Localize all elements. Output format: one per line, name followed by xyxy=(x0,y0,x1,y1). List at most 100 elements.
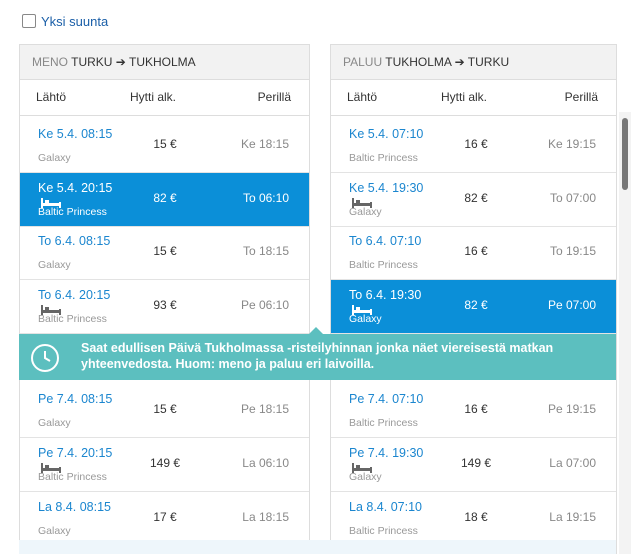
arrival-time: Pe 07:00 xyxy=(547,297,596,312)
cabin-price: 17 € xyxy=(153,510,177,524)
ship-name: Galaxy xyxy=(38,417,71,429)
departure-time: Pe 7.4. 19:30 xyxy=(349,446,424,460)
cabin-price: 93 € xyxy=(153,297,177,312)
cabin-icon xyxy=(351,462,373,477)
scroll-thumb[interactable] xyxy=(622,118,628,190)
ship-name: Galaxy xyxy=(349,312,382,325)
departure-row[interactable]: La 8.4. 08:15 Galaxy 17 € La 18:15 xyxy=(20,492,309,546)
departure-time: Pe 7.4. 20:15 xyxy=(38,446,113,460)
cabin-price: 82 € xyxy=(464,297,488,312)
cabin-price: 149 € xyxy=(460,456,492,470)
column-headers: Lähtö Hytti alk. Perillä xyxy=(331,80,616,116)
departure-time: La 8.4. 08:15 xyxy=(38,500,111,514)
ship-name: Galaxy xyxy=(349,471,382,483)
column-header: Lähtö xyxy=(36,90,67,104)
footer-strip xyxy=(19,540,616,554)
departure-time: To 6.4. 07:10 xyxy=(349,234,422,248)
arrival-time: To 18:15 xyxy=(242,244,289,258)
direction: PALUU xyxy=(343,55,383,69)
column-header: Lähtö xyxy=(347,90,378,104)
cabin-icon xyxy=(351,304,373,319)
departure-row[interactable]: Pe 7.4. 07:10 Baltic Princess 16 € Pe 19:15 xyxy=(331,384,616,438)
ship-name: Galaxy xyxy=(38,152,71,164)
arrival-time: La 07:00 xyxy=(549,456,596,470)
cabin-price: 82 € xyxy=(153,190,177,205)
departure-time: Pe 7.4. 08:15 xyxy=(38,392,113,406)
departure-row[interactable]: Pe 7.4. 20:15 Baltic Princess 149 € La 06:1… xyxy=(20,438,309,492)
column-header: Hytti alk. xyxy=(441,90,488,104)
departure-time: To 6.4. 19:30 xyxy=(349,287,422,302)
arrival-time: To 19:15 xyxy=(549,244,596,258)
departure-row[interactable]: Ke 5.4. 07:10 Baltic Princess 16 € Ke 19:15 xyxy=(331,119,616,173)
departure-time: To 6.4. 20:15 xyxy=(38,287,111,302)
cabin-price: 149 € xyxy=(149,456,181,470)
arrival-time: Pe 18:15 xyxy=(240,402,289,416)
origin: TUKHOLMA xyxy=(385,55,452,69)
cabin-icon xyxy=(40,462,62,477)
departure-row[interactable]: Ke 5.4. 19:30 Galaxy 82 € To 07:00 xyxy=(331,173,616,227)
trip-panel: MENO TURKU ➔ TUKHOLMA Lähtö Hytti alk. Peri… xyxy=(19,44,310,554)
ship-name: Galaxy xyxy=(38,259,71,271)
arrival-time: Pe 06:10 xyxy=(240,297,289,312)
ship-name: Baltic Princess xyxy=(349,525,418,537)
departure-row[interactable]: Ke 5.4. 20:15 Baltic Princess 82 € To 06:10 xyxy=(20,172,309,227)
departure-row[interactable]: To 6.4. 08:15 Galaxy 15 € To 18:15 xyxy=(20,226,309,280)
destination: TURKU xyxy=(467,55,510,69)
arrival-time: To 07:00 xyxy=(549,190,596,205)
arrival-time: To 06:10 xyxy=(242,190,289,205)
cabin-price: 82 € xyxy=(464,190,488,205)
departure-row[interactable]: To 6.4. 19:30 Galaxy 82 € Pe 07:00 xyxy=(331,279,616,334)
cabin-icon xyxy=(40,197,62,212)
departure-time: To 6.4. 08:15 xyxy=(38,234,111,248)
ship-name: Baltic Princess xyxy=(349,259,418,271)
arrival-time: Pe 19:15 xyxy=(547,402,596,416)
checkbox[interactable] xyxy=(22,14,36,28)
cabin-price: 16 € xyxy=(464,244,488,258)
departure-row[interactable]: To 6.4. 20:15 Baltic Princess 93 € Pe 06:10 xyxy=(20,280,309,334)
departure-row[interactable]: To 6.4. 07:10 Baltic Princess 16 € To 19:15 xyxy=(331,226,616,280)
clock-icon xyxy=(31,344,59,372)
departure-row[interactable]: La 8.4. 07:10 Baltic Princess 18 € La 19:15 xyxy=(331,492,616,546)
column-header: Perillä xyxy=(257,90,291,104)
arrival-time: La 19:15 xyxy=(549,510,596,524)
origin: TURKU xyxy=(71,55,113,69)
panel-header: MENO TURKU ➔ TUKHOLMA xyxy=(20,45,309,80)
ship-name: Galaxy xyxy=(349,205,382,218)
column-headers: Lähtö Hytti alk. Perillä xyxy=(20,80,309,116)
cabin-price: 16 € xyxy=(464,137,488,151)
cabin-price: 15 € xyxy=(153,402,177,416)
notice-text: Saat edullisen Päivä Tukholmassa -ristei… xyxy=(81,341,554,371)
trip-panel: PALUU TUKHOLMA ➔ TURKU Lähtö Hytti alk. Per… xyxy=(330,44,617,554)
cabin-price: 15 € xyxy=(153,137,177,151)
departure-row[interactable]: Pe 7.4. 08:15 Galaxy 15 € Pe 18:15 xyxy=(20,384,309,438)
scrollbar[interactable] xyxy=(619,112,631,554)
departure-time: Ke 5.4. 08:15 xyxy=(38,127,113,141)
ship-name: Galaxy xyxy=(38,525,71,537)
arrival-time: Ke 18:15 xyxy=(240,137,289,151)
checkbox-label[interactable]: Yksi suunta xyxy=(41,14,109,29)
ship-name: Baltic Princess xyxy=(349,417,418,429)
cabin-price: 16 € xyxy=(464,402,488,416)
departure-row[interactable]: Ke 5.4. 08:15 Galaxy 15 € Ke 18:15 xyxy=(20,119,309,173)
arrival-time: La 06:10 xyxy=(242,456,289,470)
departure-time: La 8.4. 07:10 xyxy=(349,500,422,514)
arrival-time: Ke 19:15 xyxy=(547,137,596,151)
cabin-icon xyxy=(351,197,373,212)
arrival-time: La 18:15 xyxy=(242,510,289,524)
cabin-price: 18 € xyxy=(464,510,488,524)
column-header: Hytti alk. xyxy=(130,90,177,104)
destination: TUKHOLMA xyxy=(128,55,196,69)
departure-row[interactable]: Pe 7.4. 19:30 Galaxy 149 € La 07:00 xyxy=(331,438,616,492)
cabin-price: 15 € xyxy=(153,244,177,258)
departure-time: Ke 5.4. 07:10 xyxy=(349,127,424,141)
cabin-icon xyxy=(40,304,62,319)
departure-time: Ke 5.4. 19:30 xyxy=(349,180,424,195)
ship-name: Baltic Princess xyxy=(38,471,107,483)
direction: MENO xyxy=(32,55,68,69)
arrow-icon: ➔ xyxy=(451,55,468,69)
departure-time: Pe 7.4. 07:10 xyxy=(349,392,424,406)
arrow-icon: ➔ xyxy=(112,55,129,69)
ship-name: Baltic Princess xyxy=(38,205,107,218)
panel-header: PALUU TUKHOLMA ➔ TURKU xyxy=(331,45,616,80)
